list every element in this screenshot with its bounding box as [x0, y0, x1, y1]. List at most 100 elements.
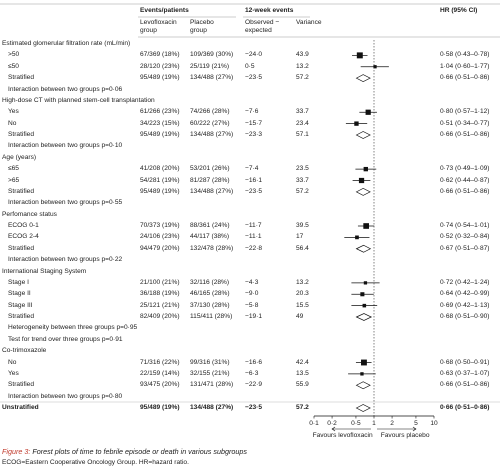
observed-expected: −6·3: [245, 369, 259, 377]
levofloxacin-events: 82/409 (20%): [140, 313, 180, 320]
hazard-ratio: 1·04 (0·60–1·77): [440, 62, 490, 70]
row-label: Stratified: [8, 187, 35, 195]
pooled-estimate: [355, 187, 371, 196]
row-label: ECOG 2-4: [8, 233, 39, 241]
levofloxacin-events: 34/223 (15%): [140, 119, 180, 127]
levofloxacin-events: 95/489 (19%): [140, 187, 180, 195]
placebo-events: 53/201 (26%): [190, 165, 230, 173]
tick-label: 0·2: [327, 420, 337, 427]
levofloxacin-events: 41/208 (20%): [140, 165, 180, 173]
observed-expected: −15·7: [245, 119, 263, 127]
variance: 13.5: [296, 369, 309, 377]
observed-expected: −16·6: [245, 358, 263, 366]
observed-expected: −22·8: [245, 244, 263, 252]
placebo-events: 32/155 (21%): [190, 369, 230, 377]
observed-expected: 0·5: [245, 62, 255, 70]
pooled-estimate: [355, 131, 371, 139]
header: Levofloxacin group: [140, 19, 177, 34]
variance: 57.1: [296, 131, 309, 138]
group-title: International Staging System: [2, 267, 87, 275]
placebo-events: 109/369 (30%): [190, 51, 234, 59]
hazard-ratio: 0·58 (0·43–0·78): [440, 51, 490, 59]
hazard-ratio: 0·66 (0·51–0·86): [440, 187, 490, 195]
variance: 33.7: [296, 176, 309, 184]
levofloxacin-events: 71/316 (22%): [140, 358, 180, 366]
observed-expected: −11·7: [245, 222, 262, 229]
point-estimate: [354, 121, 359, 126]
row-label: ≤65: [8, 165, 19, 173]
placebo-events: 134/488 (27%): [190, 187, 234, 195]
placebo-events: 134/488 (27%): [190, 131, 234, 138]
observed-expected: −7·6: [245, 108, 259, 116]
point-estimate: [356, 52, 363, 59]
point-estimate: [360, 372, 364, 376]
favours-label: Favours levofloxacin: [312, 432, 373, 439]
placebo-events: 115/411 (28%): [190, 313, 233, 320]
row-label: Unstratified: [2, 404, 39, 411]
observed-expected: −16·1: [245, 176, 263, 184]
tick-label: 2: [390, 420, 394, 427]
test-note: Interaction between two groups p=0·55: [8, 199, 123, 207]
observed-expected: −5·8: [245, 301, 259, 309]
observed-expected: −9·0: [245, 290, 259, 298]
caption-label: Figure 3:: [2, 447, 31, 456]
row-label: Stratified: [8, 244, 35, 252]
levofloxacin-events: 25/121 (21%): [140, 301, 180, 309]
row-label: Yes: [8, 369, 19, 377]
levofloxacin-events: 36/188 (19%): [140, 290, 180, 298]
hazard-ratio: 0·68 (0·51–0·90): [440, 313, 490, 320]
header: HR (95% CI): [440, 7, 478, 14]
observed-expected: −11·1: [245, 233, 262, 241]
placebo-events: 99/316 (31%): [190, 358, 230, 366]
row-label: Stratified: [8, 313, 35, 320]
arrow: [377, 426, 417, 432]
levofloxacin-events: 95/489 (19%): [140, 131, 180, 138]
placebo-events: 32/116 (28%): [190, 278, 230, 286]
variance: 49: [296, 313, 304, 320]
hazard-ratio: 0·72 (0·42–1·24): [440, 278, 490, 286]
row-label: ECOG 0-1: [8, 222, 39, 229]
levofloxacin-events: 70/373 (19%): [140, 222, 180, 229]
variance: 17: [296, 233, 304, 241]
point-estimate: [373, 65, 377, 69]
point-estimate: [363, 166, 368, 172]
levofloxacin-events: 54/281 (19%): [140, 176, 180, 184]
point-estimate: [355, 235, 359, 240]
placebo-events: 74/266 (28%): [190, 108, 230, 116]
test-note: Interaction between two groups p=0·10: [8, 142, 123, 150]
header: 12-week events: [245, 7, 294, 14]
test-note: Interaction between two groups p=0·22: [8, 256, 123, 264]
variance: 57.2: [296, 187, 309, 195]
group-title: Age (years): [2, 153, 37, 161]
row-label: No: [8, 119, 17, 127]
header: Placebo group: [190, 19, 214, 34]
placebo-events: 132/478 (28%): [190, 244, 234, 252]
pooled-estimate: [355, 244, 372, 253]
placebo-events: 25/119 (21%): [190, 62, 230, 70]
observed-expected: −23·5: [245, 74, 263, 82]
caption: Figure 3: Forest plots of time to febril…: [2, 448, 498, 456]
tick-label: 10: [430, 420, 438, 427]
variance: 57.2: [296, 74, 309, 82]
levofloxacin-events: 21/100 (21%): [140, 278, 180, 286]
row-label: >65: [8, 176, 20, 184]
favours-label: Favours placebo: [380, 432, 430, 439]
tick-label: 1: [372, 420, 376, 427]
point-estimate: [362, 303, 367, 308]
observed-expected: −24·0: [245, 51, 263, 59]
levofloxacin-events: 67/369 (18%): [140, 51, 180, 59]
hazard-ratio: 0·66 (0·51–0·86): [440, 381, 490, 389]
row-label: Stratified: [8, 74, 35, 82]
variance: 23.5: [296, 165, 309, 173]
hazard-ratio: 0·67 (0·51–0·87): [440, 244, 490, 252]
hazard-ratio: 0·64 (0·42–0·99): [440, 290, 490, 298]
observed-expected: −23·3: [245, 131, 263, 138]
variance: 13.2: [296, 278, 309, 286]
variance: 55.9: [296, 381, 309, 389]
placebo-events: 81/287 (28%): [190, 176, 230, 184]
observed-expected: −19·1: [245, 313, 263, 320]
levofloxacin-events: 24/106 (23%): [140, 233, 180, 241]
observed-expected: −4·3: [245, 278, 259, 286]
hazard-ratio: 0·80 (0·57–1·12): [440, 108, 490, 116]
